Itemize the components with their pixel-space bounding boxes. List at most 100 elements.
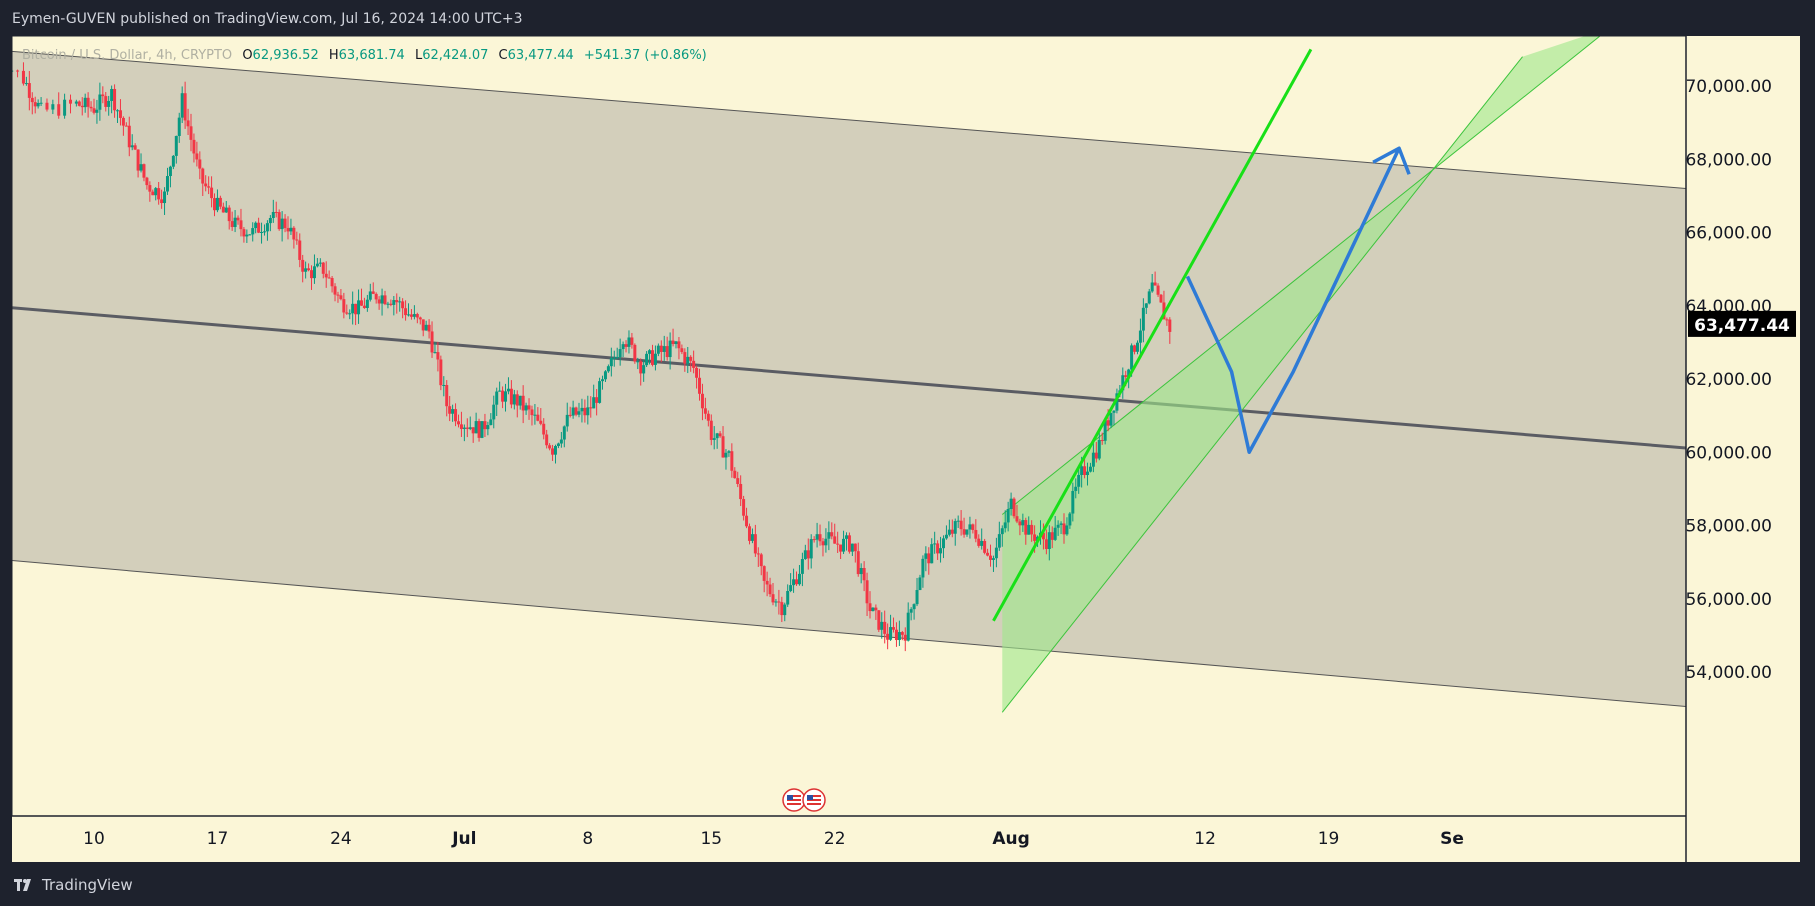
candle-body bbox=[844, 535, 848, 539]
candle-body bbox=[1056, 524, 1060, 528]
candle-body bbox=[192, 139, 196, 154]
candle-body bbox=[16, 70, 20, 72]
candle-body bbox=[224, 207, 228, 213]
candle-body bbox=[1091, 452, 1095, 467]
price-chart[interactable]: 70,000.0068,000.0066,000.0064,000.0062,0… bbox=[11, 35, 1800, 862]
candle-body bbox=[1041, 532, 1045, 540]
candle-body bbox=[803, 550, 807, 560]
candle-body bbox=[477, 421, 481, 438]
candle-body bbox=[648, 350, 652, 354]
candle-body bbox=[545, 434, 549, 446]
candle-body bbox=[151, 191, 155, 196]
candle-body bbox=[1156, 285, 1160, 295]
candle-body bbox=[92, 108, 96, 113]
candle-body bbox=[251, 228, 255, 235]
chart-frame[interactable]: 70,000.00 68,000.00 66,000.00 64,000.00 62,0… bbox=[11, 35, 1800, 862]
candle-body bbox=[204, 183, 208, 187]
candle-body bbox=[621, 344, 625, 350]
candle-body bbox=[692, 360, 696, 368]
candle-body bbox=[383, 295, 387, 305]
footer-brand: TradingView bbox=[42, 876, 133, 894]
price-tick-label: 70,000.00 bbox=[1685, 77, 1772, 97]
candle-body bbox=[977, 538, 981, 546]
candle-body bbox=[733, 470, 737, 479]
candle-body bbox=[459, 424, 463, 429]
candle-body bbox=[386, 303, 390, 305]
candle-body bbox=[533, 414, 537, 416]
ohlc-legend: Bitcoin / U.S. Dollar, 4h, CRYPTO O62,93… bbox=[22, 48, 707, 63]
candle-body bbox=[859, 568, 863, 575]
candle-body bbox=[215, 197, 219, 211]
price-tick-label: 68,000.00 bbox=[1685, 150, 1772, 170]
candle-body bbox=[586, 407, 590, 416]
candle-body bbox=[536, 414, 540, 421]
candle-body bbox=[104, 96, 108, 107]
candle-body bbox=[98, 94, 102, 110]
candle-body bbox=[148, 185, 152, 192]
candle-body bbox=[774, 601, 778, 603]
candle-body bbox=[348, 313, 352, 315]
tradingview-logo[interactable]: TradingView bbox=[14, 876, 133, 894]
candle-body bbox=[110, 88, 114, 101]
candle-body bbox=[650, 350, 654, 365]
candle-body bbox=[1124, 375, 1128, 377]
candle-body bbox=[959, 520, 963, 530]
candle-body bbox=[789, 585, 793, 592]
candle-body bbox=[1112, 410, 1116, 413]
candle-body bbox=[809, 539, 813, 559]
candle-body bbox=[903, 634, 907, 641]
candle-body bbox=[712, 438, 716, 440]
candle-body bbox=[1071, 490, 1075, 514]
candle-body bbox=[289, 227, 293, 232]
price-axis[interactable]: 70,000.0068,000.0066,000.0064,000.0062,0… bbox=[1685, 77, 1772, 683]
candle-body bbox=[797, 573, 801, 585]
time-tick-label: 12 bbox=[1194, 829, 1216, 849]
candle-body bbox=[562, 426, 566, 440]
candle-body bbox=[1000, 528, 1004, 535]
candle-body bbox=[471, 427, 475, 434]
candles-layer bbox=[12, 62, 1172, 652]
candle-body bbox=[116, 110, 120, 112]
time-axis[interactable]: 10 17 24 Jul 8 15 22 Aug 12 19 Se bbox=[83, 829, 1464, 849]
last-price-label: 63,477.44 bbox=[1694, 316, 1790, 336]
candle-body bbox=[639, 361, 643, 374]
candle-body bbox=[233, 217, 237, 228]
candle-body bbox=[295, 239, 299, 241]
candle-body bbox=[792, 579, 796, 586]
candle-body bbox=[1044, 539, 1048, 550]
us-flag-event-icon[interactable] bbox=[782, 788, 826, 812]
candle-body bbox=[1080, 466, 1084, 475]
candle-body bbox=[359, 300, 363, 306]
candle-body bbox=[1021, 520, 1025, 526]
candle-body bbox=[1168, 319, 1172, 332]
price-tick-label: 60,000.00 bbox=[1685, 443, 1772, 463]
candle-body bbox=[113, 88, 117, 111]
candle-body bbox=[21, 70, 25, 84]
candle-body bbox=[1165, 319, 1169, 321]
candle-body bbox=[1074, 486, 1078, 491]
candle-body bbox=[1030, 524, 1034, 535]
candle-body bbox=[180, 93, 184, 118]
candle-body bbox=[577, 411, 581, 415]
candle-body bbox=[1115, 393, 1119, 411]
candle-body bbox=[483, 421, 487, 430]
candle-body bbox=[768, 584, 772, 595]
candle-body bbox=[310, 270, 314, 279]
candle-body bbox=[380, 295, 384, 304]
candle-body bbox=[580, 407, 584, 412]
candle-body bbox=[821, 541, 825, 546]
candle-body bbox=[997, 534, 1001, 548]
candle-body bbox=[862, 568, 866, 581]
candle-body bbox=[703, 408, 707, 414]
candle-body bbox=[336, 294, 340, 296]
candle-body bbox=[433, 352, 437, 354]
channel-midline bbox=[12, 306, 1686, 450]
candle-body bbox=[1003, 522, 1007, 529]
candle-body bbox=[1009, 498, 1013, 509]
candle-body bbox=[753, 534, 757, 554]
candle-body bbox=[624, 344, 628, 347]
candle-body bbox=[524, 405, 528, 411]
candle-body bbox=[686, 356, 690, 364]
candle-body bbox=[606, 366, 610, 372]
candle-body bbox=[277, 212, 281, 230]
